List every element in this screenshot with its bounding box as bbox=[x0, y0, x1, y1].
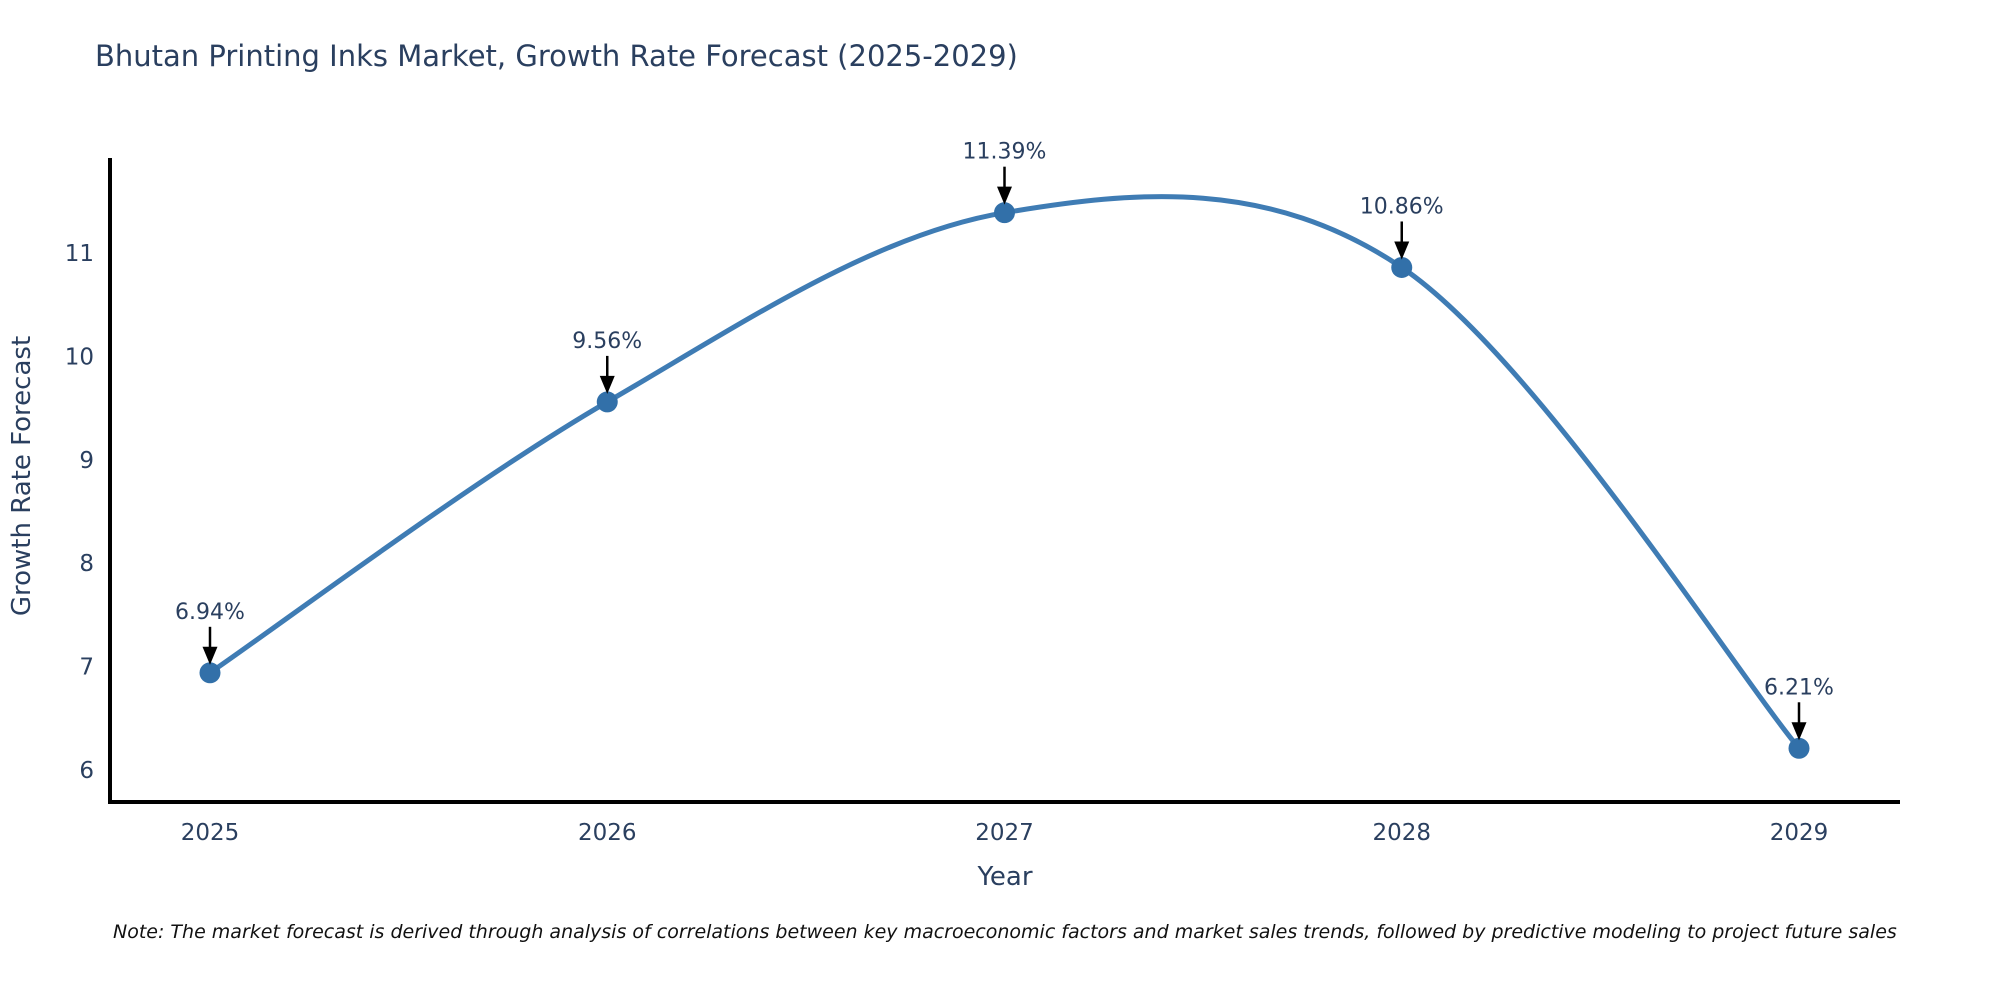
x-tick-label: 2028 bbox=[1372, 820, 1431, 846]
y-tick-label: 10 bbox=[65, 344, 94, 370]
data-point-marker bbox=[1391, 256, 1413, 278]
data-point-marker bbox=[199, 662, 221, 684]
y-tick-label: 8 bbox=[79, 551, 94, 577]
y-axis-title: Growth Rate Forecast bbox=[7, 336, 37, 616]
y-tick-label: 6 bbox=[79, 758, 94, 784]
x-tick-label: 2027 bbox=[975, 820, 1034, 846]
annotation-arrowhead bbox=[1394, 241, 1410, 260]
data-point-marker bbox=[596, 391, 618, 413]
point-value-label: 9.56% bbox=[572, 329, 642, 354]
point-value-label: 6.21% bbox=[1764, 675, 1834, 700]
annotation-arrowhead bbox=[1791, 722, 1807, 741]
x-tick-label: 2026 bbox=[578, 820, 637, 846]
point-value-label: 11.39% bbox=[963, 140, 1047, 165]
annotation-arrowhead bbox=[997, 186, 1012, 205]
x-axis-title: Year bbox=[976, 862, 1032, 892]
chart-title: Bhutan Printing Inks Market, Growth Rate… bbox=[95, 39, 1018, 73]
footnote: Note: The market forecast is derived thr… bbox=[113, 921, 1897, 943]
forecast-line bbox=[207, 194, 1802, 751]
y-tick-label: 7 bbox=[79, 655, 94, 681]
x-tick-label: 2025 bbox=[181, 820, 240, 846]
y-tick-label: 9 bbox=[79, 448, 94, 474]
data-point-marker bbox=[1788, 737, 1810, 759]
y-tick-label: 11 bbox=[65, 241, 94, 267]
generated-chart-layer: 6 7 8 9 10 11 2025 2026 2027 2028 2029 6.94% 9.56% 11… bbox=[65, 140, 1900, 846]
point-value-label: 10.86% bbox=[1360, 194, 1444, 219]
annotation-arrowhead bbox=[599, 375, 615, 394]
point-value-label: 6.94% bbox=[175, 600, 245, 625]
data-point-marker bbox=[994, 202, 1015, 224]
annotation-arrowhead bbox=[202, 646, 218, 665]
x-tick-label: 2029 bbox=[1770, 820, 1829, 846]
